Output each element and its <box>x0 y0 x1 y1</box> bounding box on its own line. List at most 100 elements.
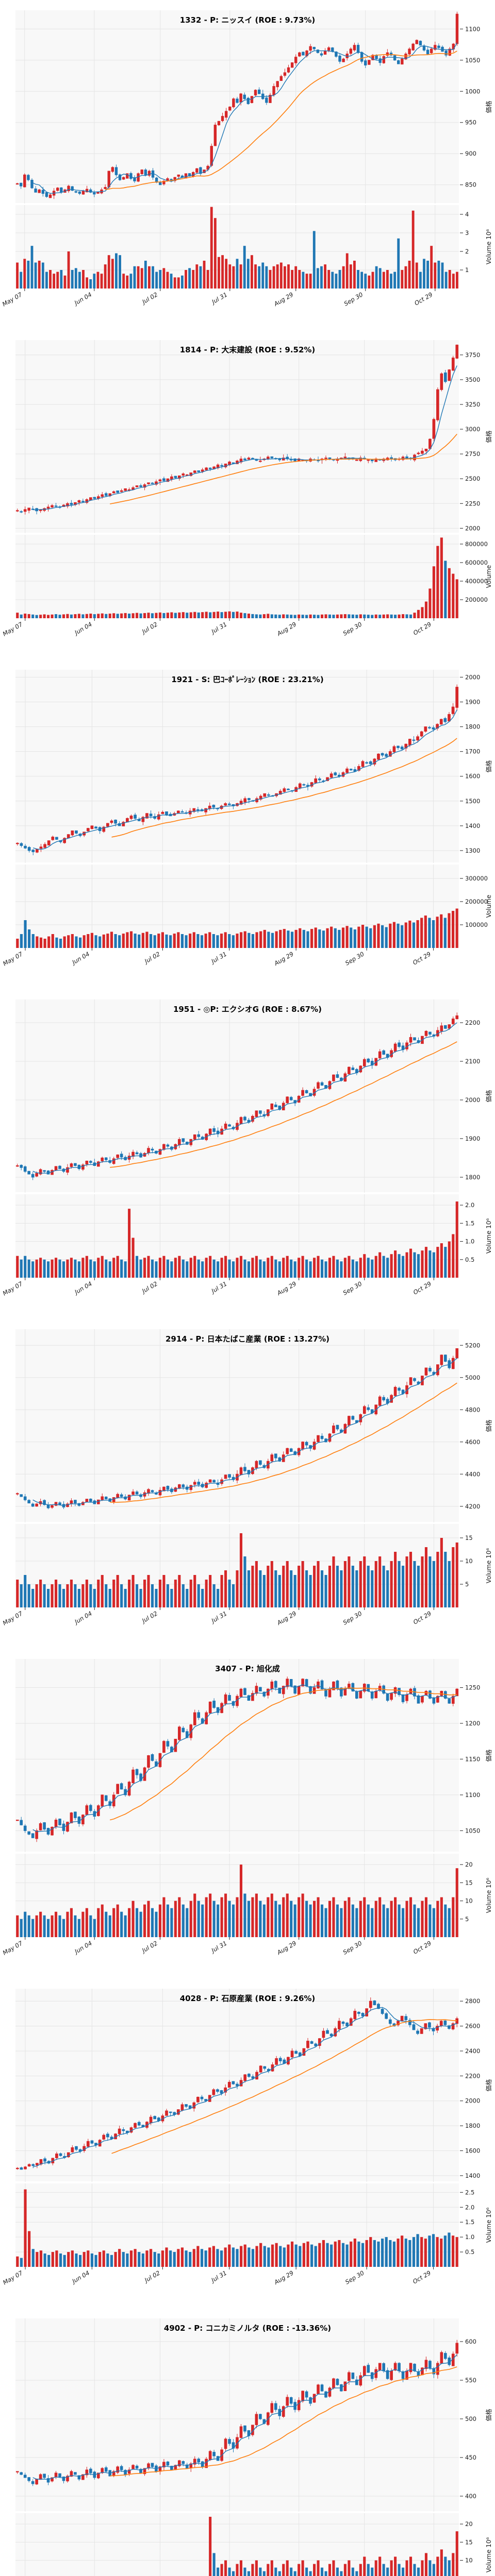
svg-text:1050: 1050 <box>465 1827 480 1834</box>
svg-text:1200: 1200 <box>465 1720 480 1727</box>
svg-text:1600: 1600 <box>465 2147 480 2155</box>
svg-text:15: 15 <box>465 1534 473 1541</box>
svg-text:2.0: 2.0 <box>465 1201 474 1209</box>
chart-svg: 850 900 950 1000 1050 1100 1 2 3 4 May 07 Jun 04 Jul… <box>1 10 492 308</box>
svg-text:Jul 31: Jul 31 <box>209 950 228 965</box>
svg-text:Jul 02: Jul 02 <box>142 950 161 965</box>
chart-svg: 4200 4400 4600 4800 5000 5200 5 10 15 May 07 Jun 0… <box>2 1329 492 1627</box>
volume-series <box>16 2189 458 2267</box>
svg-text:800000: 800000 <box>465 540 488 548</box>
svg-text:20: 20 <box>465 2520 473 2528</box>
svg-text:1.5: 1.5 <box>465 2218 474 2226</box>
chart-panel-1951: 1951 - ◎P: エクシオG (ROE : 8.67%) 1800 1900 20… <box>0 989 495 1319</box>
moving-average-long <box>111 2019 457 2154</box>
svg-text:Sep 30: Sep 30 <box>342 1609 364 1626</box>
svg-text:Volume 10⁶: Volume 10⁶ <box>485 1548 492 1584</box>
svg-text:2600: 2600 <box>465 2023 480 2030</box>
svg-text:1900: 1900 <box>465 1135 480 1142</box>
svg-text:2750: 2750 <box>465 450 480 457</box>
svg-text:Volume: Volume <box>485 565 492 588</box>
chart-title: 1921 - S: 巴ｺｰﾎﾟﾚｰｼｮﾝ (ROE : 23.21%) <box>171 675 324 684</box>
svg-text:1400: 1400 <box>465 2172 480 2179</box>
chart-panel-4028: 4028 - P: 石原産業 (ROE : 9.26%) 1400 1600 1800… <box>0 1978 495 2308</box>
svg-text:600: 600 <box>465 2338 476 2345</box>
svg-text:3: 3 <box>465 229 469 236</box>
svg-text:0.5: 0.5 <box>465 2248 474 2256</box>
svg-text:5: 5 <box>465 1581 469 1588</box>
svg-text:2200: 2200 <box>465 1019 480 1026</box>
svg-text:Jun 04: Jun 04 <box>73 1280 93 1296</box>
volume-series <box>16 1201 458 1278</box>
svg-text:Oct 29: Oct 29 <box>413 291 434 307</box>
chart-svg: 1300 1400 1500 1600 1700 1800 1900 2000 100000 20… <box>2 670 492 968</box>
svg-text:2100: 2100 <box>465 1058 480 1065</box>
svg-text:4200: 4200 <box>465 1503 480 1510</box>
svg-text:1400: 1400 <box>465 822 480 829</box>
svg-text:Oct 29: Oct 29 <box>412 620 433 636</box>
svg-text:価格: 価格 <box>485 1419 492 1432</box>
svg-text:価格: 価格 <box>485 430 492 443</box>
svg-text:価格: 価格 <box>485 100 492 113</box>
moving-average-short <box>32 709 457 850</box>
svg-text:May 07: May 07 <box>1 291 24 308</box>
svg-text:May 07: May 07 <box>2 620 24 637</box>
svg-text:Aug 29: Aug 29 <box>273 950 295 967</box>
moving-average-short <box>32 1022 457 1174</box>
svg-text:2: 2 <box>465 248 469 255</box>
svg-text:3750: 3750 <box>465 351 480 359</box>
moving-average-long <box>111 738 457 838</box>
svg-text:0.5: 0.5 <box>465 1256 474 1263</box>
svg-text:価格: 価格 <box>485 1090 492 1102</box>
chart-title: 1332 - P: ニッスイ (ROE : 9.73%) <box>179 15 316 25</box>
volume-series <box>16 1533 458 1607</box>
svg-text:Jul 02: Jul 02 <box>140 1280 159 1295</box>
svg-text:Oct 29: Oct 29 <box>412 1609 433 1625</box>
svg-text:Jul 31: Jul 31 <box>209 2269 228 2284</box>
svg-text:Oct 29: Oct 29 <box>411 950 432 966</box>
svg-text:5: 5 <box>465 2575 469 2576</box>
volume-plot-area <box>15 535 459 618</box>
chart-title: 4028 - P: 石原産業 (ROE : 9.26%) <box>179 1994 316 2003</box>
moving-average-long <box>110 433 457 504</box>
volume-series <box>16 908 458 948</box>
chart-title: 2914 - P: 日本たばこ産業 (ROE : 13.27%) <box>165 1334 330 1344</box>
svg-text:3000: 3000 <box>465 426 480 433</box>
chart-panel-1332: 1332 - P: ニッスイ (ROE : 9.73%) 850 900 950 100… <box>0 0 495 330</box>
svg-text:1050: 1050 <box>465 57 480 64</box>
chart-svg: 1050 1100 1150 1200 1250 5 10 15 20 May 07 Jun 04 J… <box>2 1659 492 1957</box>
svg-text:Jun 04: Jun 04 <box>73 1939 93 1955</box>
svg-text:Volume 10⁶: Volume 10⁶ <box>485 229 492 265</box>
svg-text:Jul 02: Jul 02 <box>140 1939 159 1954</box>
moving-average-short <box>32 2354 457 2480</box>
svg-text:1300: 1300 <box>465 847 480 854</box>
svg-text:2200: 2200 <box>465 2072 480 2079</box>
svg-text:価格: 価格 <box>485 2079 492 2091</box>
chart-panel-1921: 1921 - S: 巴ｺｰﾎﾟﾚｰｼｮﾝ (ROE : 23.21%) 1300 1… <box>0 659 495 989</box>
svg-text:10: 10 <box>465 2557 473 2564</box>
candlestick-series <box>15 2340 459 2486</box>
svg-text:May 07: May 07 <box>2 950 24 967</box>
svg-text:450: 450 <box>465 2454 476 2461</box>
svg-text:4800: 4800 <box>465 1406 480 1413</box>
moving-average-short <box>32 365 457 511</box>
chart-svg: 1400 1600 1800 2000 2200 2400 2600 2800 0.5 1.0 1.… <box>2 1989 492 2286</box>
chart-svg: 1800 1900 2000 2100 2200 0.5 1.0 1.5 2.0 May 07 Ju… <box>2 999 492 1297</box>
candlestick-series <box>15 344 459 515</box>
svg-text:500: 500 <box>465 2415 476 2422</box>
svg-text:1800: 1800 <box>465 1174 480 1181</box>
svg-text:価格: 価格 <box>485 760 492 772</box>
svg-text:Sep 30: Sep 30 <box>342 620 364 637</box>
svg-text:Sep 30: Sep 30 <box>344 950 366 967</box>
svg-text:Aug 29: Aug 29 <box>275 1609 298 1626</box>
svg-text:価格: 価格 <box>485 1749 492 1761</box>
price-plot-area <box>15 1329 459 1522</box>
svg-text:1100: 1100 <box>465 25 480 32</box>
moving-average-long <box>110 2366 457 2477</box>
moving-average-long <box>105 50 457 190</box>
svg-text:1.0: 1.0 <box>465 1238 474 1245</box>
candlestick-series <box>15 11 459 199</box>
svg-text:1600: 1600 <box>465 773 480 780</box>
chart-title: 3407 - P: 旭化成 <box>215 1664 280 1673</box>
svg-text:Jul 31: Jul 31 <box>209 1280 228 1295</box>
